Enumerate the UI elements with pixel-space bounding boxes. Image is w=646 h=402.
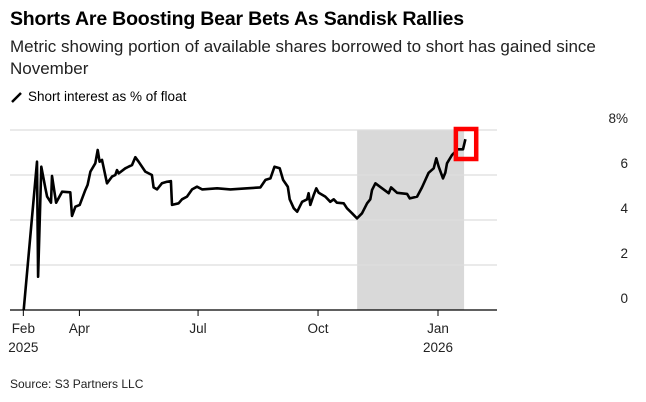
x-tick-label: Apr [69,321,91,336]
source-note: Source: S3 Partners LLC [10,377,144,391]
x-tick-label: Jan [427,321,449,336]
legend: Short interest as % of float [10,89,186,104]
x-tick-sublabel: 2025 [8,340,38,355]
y-tick-label: 4 [620,201,628,216]
y-tick-label: 8% [608,111,628,126]
chart-title: Shorts Are Boosting Bear Bets As Sandisk… [10,8,464,30]
series-line [22,138,467,311]
legend-label: Short interest as % of float [28,89,187,104]
x-tick-label: Feb [12,321,35,336]
x-tick-label: Oct [308,321,329,336]
chart-subtitle: Metric showing portion of available shar… [10,37,596,78]
highlight-box [453,126,479,162]
y-tick-label: 6 [620,156,628,171]
x-tick-sublabel: 2026 [423,340,453,355]
x-tick-label: Jul [189,321,206,336]
y-tick-label: 0 [620,291,628,306]
line-legend-icon [11,91,22,103]
y-tick-label: 2 [620,246,628,261]
